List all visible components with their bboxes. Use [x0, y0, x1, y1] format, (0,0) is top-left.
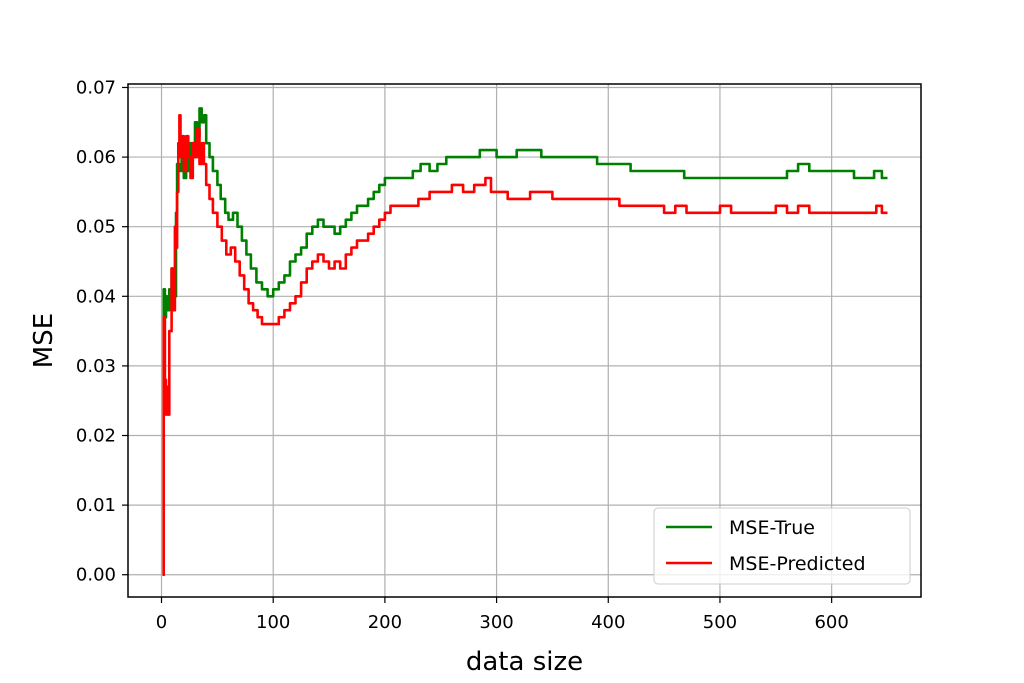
- y-axis-label: MSE: [29, 313, 59, 368]
- y-tick-label: 0.04: [76, 286, 116, 307]
- legend-label-mse-predicted: MSE-Predicted: [729, 553, 866, 575]
- grid: [128, 84, 921, 597]
- legend: MSE-True MSE-Predicted: [653, 507, 911, 585]
- x-tick-label: 600: [814, 612, 848, 633]
- y-tick-label: 0.01: [76, 495, 116, 516]
- x-tick-label: 300: [479, 612, 513, 633]
- y-tick-label: 0.02: [76, 426, 116, 447]
- y-tick-label: 0.07: [76, 77, 116, 98]
- series-line-mse-predicted: [162, 114, 888, 576]
- y-tick-label: 0.05: [76, 217, 116, 238]
- axis-ticks: 0 100 200 300 400 500 600 0.00 0.01 0.02 0.03 0.04 0…: [76, 77, 849, 633]
- y-tick-label: 0.03: [76, 356, 116, 377]
- x-tick-label: 200: [368, 612, 402, 633]
- x-tick-label: 0: [156, 612, 167, 633]
- x-tick-label: 100: [256, 612, 290, 633]
- x-tick-label: 500: [703, 612, 737, 633]
- x-tick-label: 400: [591, 612, 625, 633]
- axes-frame: [127, 83, 922, 598]
- legend-box: [653, 507, 911, 585]
- y-tick-label: 0.06: [76, 147, 116, 168]
- y-tick-label: 0.00: [76, 565, 116, 586]
- legend-label-mse-true: MSE-True: [729, 517, 815, 539]
- x-axis-label: data size: [466, 647, 583, 677]
- plot-lines: [162, 107, 888, 576]
